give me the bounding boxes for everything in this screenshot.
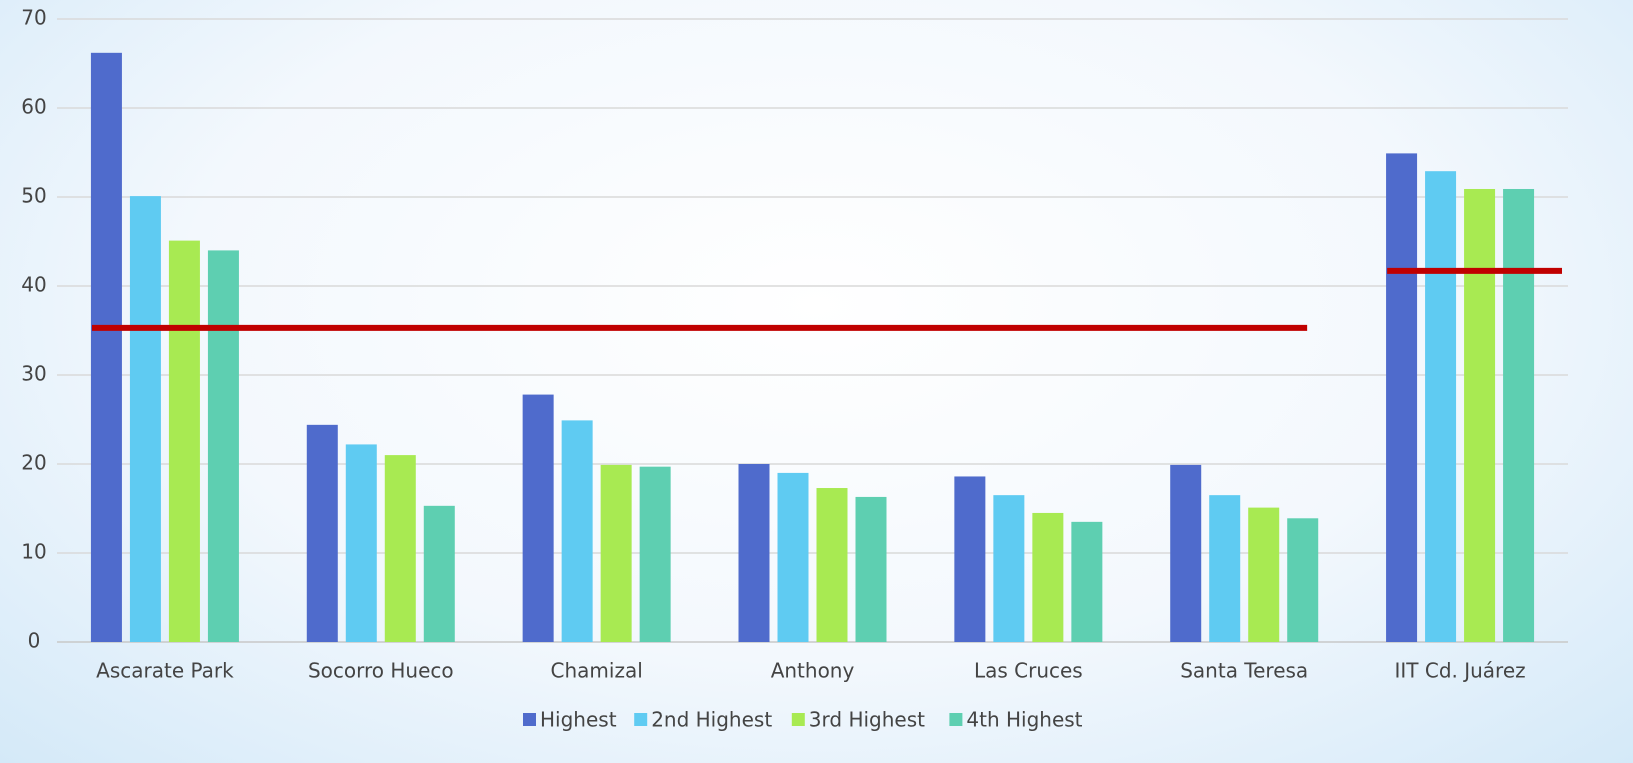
legend-swatch <box>791 713 805 726</box>
bar <box>1386 153 1418 642</box>
x-tick-label: IIT Cd. Juárez <box>1394 659 1525 683</box>
bar <box>855 496 887 642</box>
bar <box>777 472 809 642</box>
bar <box>168 240 200 643</box>
bar <box>561 420 593 642</box>
y-tick-label: 10 <box>21 540 46 564</box>
bar <box>423 505 455 642</box>
legend-swatch <box>634 713 648 726</box>
bar <box>384 455 416 642</box>
bar <box>1209 495 1241 642</box>
bar <box>993 495 1025 642</box>
bar <box>306 424 338 642</box>
bar <box>345 444 377 642</box>
bar <box>1032 512 1064 642</box>
y-tick-label: 30 <box>21 362 46 386</box>
legend-swatch <box>523 713 536 726</box>
y-tick-label: 0 <box>28 629 41 653</box>
bar <box>1287 518 1319 642</box>
bar <box>639 466 671 642</box>
x-tick-label: Santa Teresa <box>1180 659 1308 683</box>
bar <box>954 476 986 642</box>
x-tick-label: Las Cruces <box>974 659 1083 683</box>
bar <box>90 52 122 642</box>
bar <box>207 250 239 642</box>
y-tick-label: 60 <box>21 95 46 119</box>
x-tick-label: Anthony <box>771 659 855 683</box>
y-tick-label: 20 <box>21 451 46 475</box>
legend-swatch <box>949 713 963 726</box>
bar <box>1170 464 1202 642</box>
bar <box>738 464 770 642</box>
y-tick-label: 70 <box>21 6 46 30</box>
y-tick-label: 40 <box>21 273 46 297</box>
bar <box>1425 171 1457 642</box>
bar <box>816 488 848 642</box>
legend-label: 4th Highest <box>966 708 1082 732</box>
legend-label: 2nd Highest <box>651 708 772 732</box>
legend-label: 3rd Highest <box>809 708 925 732</box>
legend-label: Highest <box>540 708 617 732</box>
bar <box>1248 507 1280 642</box>
x-tick-label: Chamizal <box>551 659 643 683</box>
bar <box>600 464 632 642</box>
bar <box>522 394 554 642</box>
bar <box>1503 188 1535 643</box>
x-tick-label: Ascarate Park <box>96 659 234 683</box>
bar <box>129 196 161 643</box>
y-tick-label: 50 <box>21 184 46 208</box>
x-tick-label: Socorro Hueco <box>308 659 454 683</box>
bar <box>1464 188 1496 643</box>
bar <box>1071 521 1103 642</box>
